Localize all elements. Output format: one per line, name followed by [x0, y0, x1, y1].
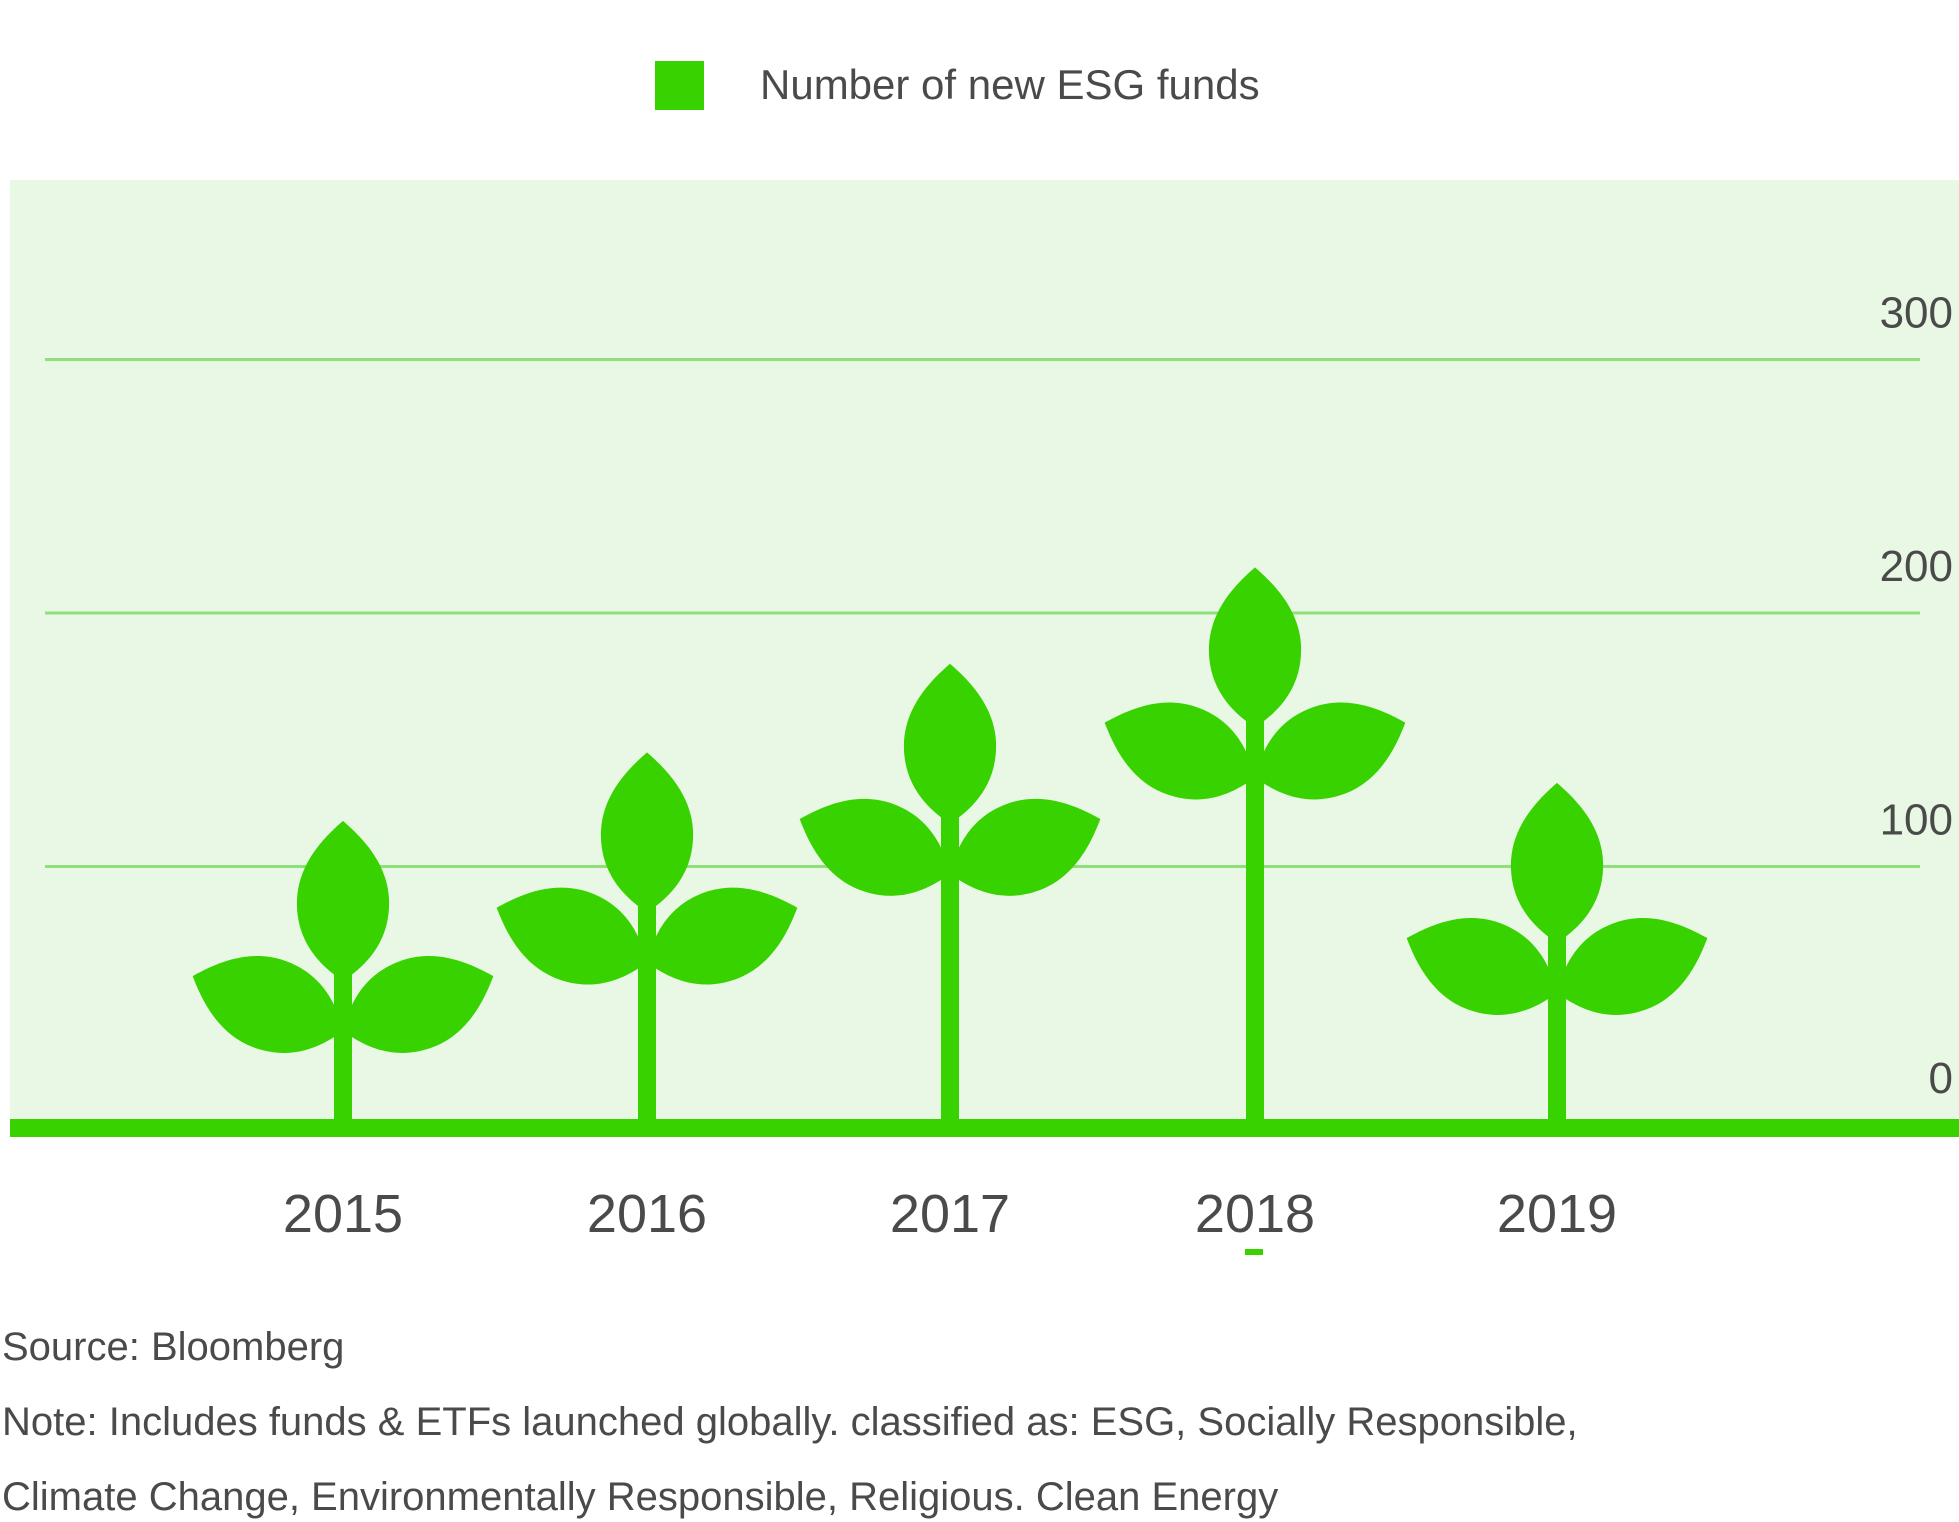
- plant-left-leaf: [1406, 918, 1557, 1015]
- plant-stem: [1548, 932, 1566, 1120]
- plant-bar: [1104, 567, 1406, 1120]
- x-tick-label: 2015: [283, 1184, 403, 1244]
- plant-left-leaf: [1104, 702, 1255, 800]
- plant-right-leaf: [950, 798, 1101, 896]
- x-axis-marker: [1245, 1249, 1263, 1255]
- note-text-line-2: Climate Change, Environmentally Responsi…: [2, 1475, 1279, 1519]
- plant-top-leaf: [903, 663, 997, 824]
- y-tick-label: 300: [1880, 289, 1953, 338]
- plant-left-leaf: [496, 887, 647, 985]
- plant-bars: [192, 567, 1708, 1120]
- plant-left-leaf: [799, 798, 950, 896]
- plant-top-leaf: [296, 820, 390, 981]
- source-text: Source: Bloomberg: [2, 1325, 345, 1369]
- plant-bar: [192, 820, 494, 1120]
- plant-bar: [799, 663, 1101, 1120]
- x-axis-baseline: [10, 1119, 1959, 1137]
- plant-right-leaf: [343, 956, 494, 1053]
- x-tick-label: 2017: [890, 1184, 1010, 1244]
- plant-top-leaf: [1510, 782, 1604, 943]
- y-tick-label: 0: [1929, 1054, 1953, 1103]
- plant-bar-chart: 0 100 200 300 2015 2016 2017 2018 2019: [10, 180, 1959, 1255]
- y-axis-ticks: 0 100 200 300: [1880, 289, 1953, 1104]
- x-tick-label: 2016: [587, 1184, 707, 1244]
- plant-stem: [1246, 717, 1264, 1120]
- y-tick-label: 200: [1880, 542, 1953, 591]
- legend-label: Number of new ESG funds: [760, 61, 1260, 108]
- x-axis-ticks: 2015 2016 2017 2018 2019: [283, 1184, 1617, 1244]
- plant-stem: [941, 813, 959, 1120]
- plant-right-leaf: [647, 887, 798, 985]
- plant-top-leaf: [1208, 567, 1302, 728]
- legend: Number of new ESG funds: [655, 58, 1260, 112]
- x-tick-label: 2019: [1497, 1184, 1617, 1244]
- plant-bar: [1406, 782, 1708, 1120]
- plant-stem: [638, 902, 656, 1120]
- y-tick-label: 100: [1880, 796, 1953, 845]
- plant-bar: [496, 752, 798, 1120]
- plant-stem: [334, 970, 352, 1120]
- plant-right-leaf: [1557, 918, 1708, 1015]
- note-text-line-1: Note: Includes funds & ETFs launched glo…: [2, 1400, 1578, 1444]
- plant-left-leaf: [192, 956, 343, 1053]
- plant-top-leaf: [600, 752, 694, 913]
- legend-swatch: [655, 60, 704, 110]
- x-tick-label: 2018: [1195, 1184, 1315, 1244]
- plant-right-leaf: [1255, 702, 1406, 800]
